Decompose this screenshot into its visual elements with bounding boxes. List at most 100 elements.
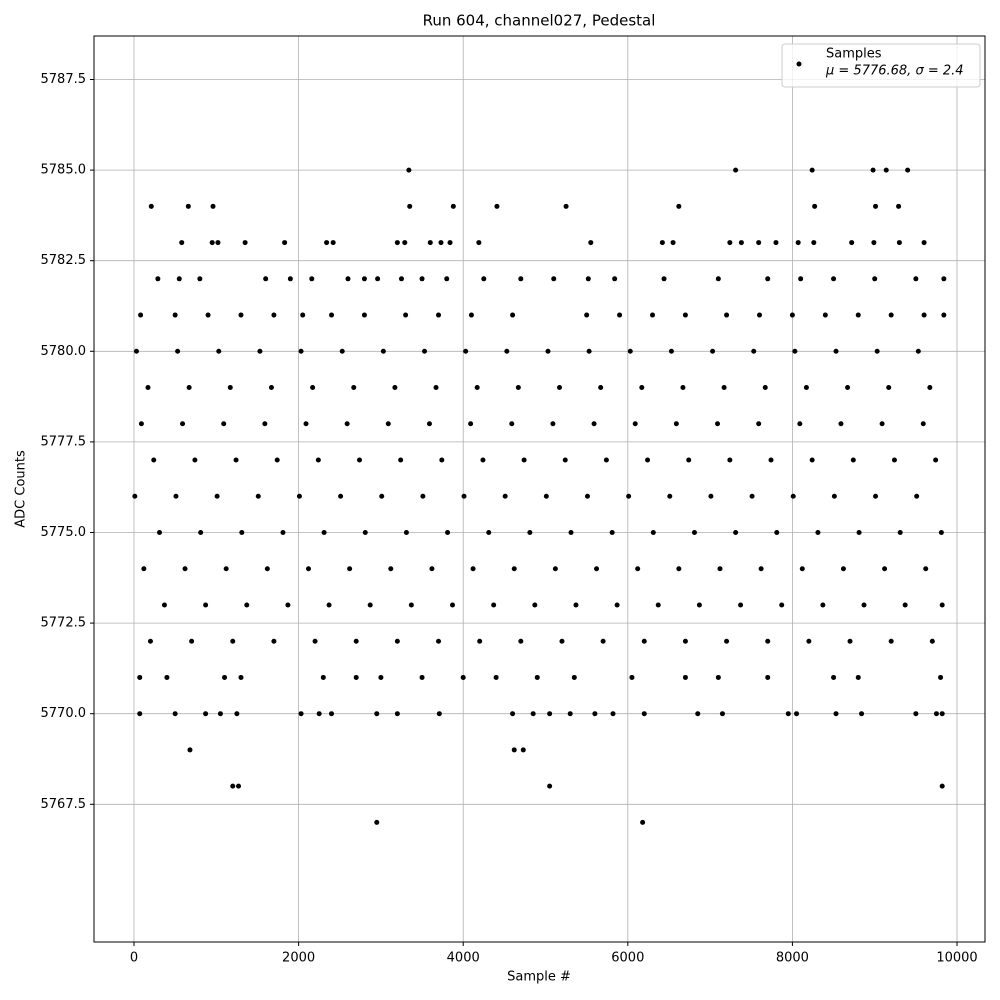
data-point bbox=[794, 711, 800, 717]
data-point bbox=[719, 711, 725, 717]
data-point bbox=[923, 566, 929, 572]
data-point bbox=[461, 493, 467, 499]
data-point bbox=[378, 674, 384, 680]
data-point bbox=[727, 457, 733, 463]
data-point bbox=[592, 711, 598, 717]
data-point bbox=[897, 529, 903, 535]
data-point bbox=[603, 457, 609, 463]
chart-title: Run 604, channel027, Pedestal bbox=[423, 12, 656, 30]
data-point bbox=[933, 711, 939, 717]
data-point bbox=[520, 747, 526, 753]
data-point bbox=[639, 385, 645, 391]
data-point bbox=[727, 240, 733, 246]
data-point bbox=[298, 348, 304, 354]
data-point bbox=[326, 602, 332, 608]
data-point bbox=[439, 457, 445, 463]
data-point bbox=[717, 566, 723, 572]
data-point bbox=[655, 602, 661, 608]
data-point bbox=[433, 385, 439, 391]
data-point bbox=[838, 421, 844, 427]
data-point bbox=[749, 493, 755, 499]
data-point bbox=[521, 457, 527, 463]
data-point bbox=[173, 493, 179, 499]
data-point bbox=[474, 385, 480, 391]
data-point bbox=[882, 566, 888, 572]
data-point bbox=[552, 566, 558, 572]
data-point bbox=[682, 312, 688, 318]
legend-note: μ = 5776.68, σ = 2.4 bbox=[825, 64, 964, 79]
data-point bbox=[510, 711, 516, 717]
data-point bbox=[568, 529, 574, 535]
data-point bbox=[175, 348, 181, 354]
data-point bbox=[217, 711, 223, 717]
data-point bbox=[695, 711, 701, 717]
data-point bbox=[176, 276, 182, 282]
data-point bbox=[756, 312, 762, 318]
y-tick-label: 5767.5 bbox=[41, 797, 87, 812]
data-point bbox=[236, 783, 242, 789]
data-point bbox=[600, 638, 606, 644]
data-point bbox=[357, 457, 363, 463]
data-point bbox=[321, 529, 327, 535]
data-point bbox=[394, 711, 400, 717]
data-point bbox=[347, 566, 353, 572]
data-point bbox=[670, 240, 676, 246]
data-point bbox=[491, 602, 497, 608]
data-point bbox=[351, 385, 357, 391]
data-point bbox=[532, 602, 538, 608]
data-point bbox=[847, 638, 853, 644]
data-point bbox=[420, 493, 426, 499]
legend-label: Samples bbox=[826, 47, 882, 62]
data-point bbox=[138, 421, 144, 427]
data-point bbox=[233, 457, 239, 463]
data-point bbox=[629, 674, 635, 680]
data-point bbox=[477, 638, 483, 644]
data-point bbox=[799, 566, 805, 572]
data-point bbox=[676, 203, 682, 209]
data-point bbox=[450, 203, 456, 209]
data-point bbox=[929, 638, 935, 644]
y-tick-label: 5770.0 bbox=[41, 706, 87, 721]
data-point bbox=[920, 421, 926, 427]
data-point bbox=[234, 711, 240, 717]
data-point bbox=[274, 457, 280, 463]
data-point bbox=[309, 276, 315, 282]
data-point bbox=[850, 457, 856, 463]
x-tick-label: 4000 bbox=[447, 951, 480, 966]
data-point bbox=[527, 529, 533, 535]
data-point bbox=[511, 566, 517, 572]
data-point bbox=[902, 602, 908, 608]
data-point bbox=[856, 529, 862, 535]
data-point bbox=[419, 674, 425, 680]
data-point bbox=[419, 276, 425, 282]
data-point bbox=[460, 674, 466, 680]
data-point bbox=[765, 276, 771, 282]
data-point bbox=[445, 529, 451, 535]
data-point bbox=[822, 312, 828, 318]
data-point bbox=[450, 602, 456, 608]
data-point bbox=[939, 783, 945, 789]
y-axis-label: ADC Counts bbox=[14, 450, 29, 528]
data-point bbox=[157, 529, 163, 535]
data-point bbox=[710, 348, 716, 354]
data-point bbox=[263, 276, 269, 282]
x-axis-label: Sample # bbox=[507, 970, 571, 985]
data-point bbox=[559, 638, 565, 644]
data-point bbox=[933, 457, 939, 463]
data-point bbox=[210, 203, 216, 209]
data-point bbox=[855, 312, 861, 318]
data-point bbox=[264, 566, 270, 572]
data-point bbox=[849, 240, 855, 246]
data-point bbox=[598, 385, 604, 391]
data-point bbox=[941, 312, 947, 318]
data-point bbox=[305, 566, 311, 572]
data-point bbox=[330, 240, 336, 246]
data-point bbox=[344, 421, 350, 427]
data-point bbox=[315, 457, 321, 463]
data-point bbox=[510, 312, 516, 318]
data-point bbox=[151, 457, 157, 463]
data-point bbox=[407, 203, 413, 209]
x-tick-label: 10000 bbox=[936, 951, 977, 966]
data-point bbox=[436, 711, 442, 717]
legend-marker bbox=[796, 61, 802, 67]
